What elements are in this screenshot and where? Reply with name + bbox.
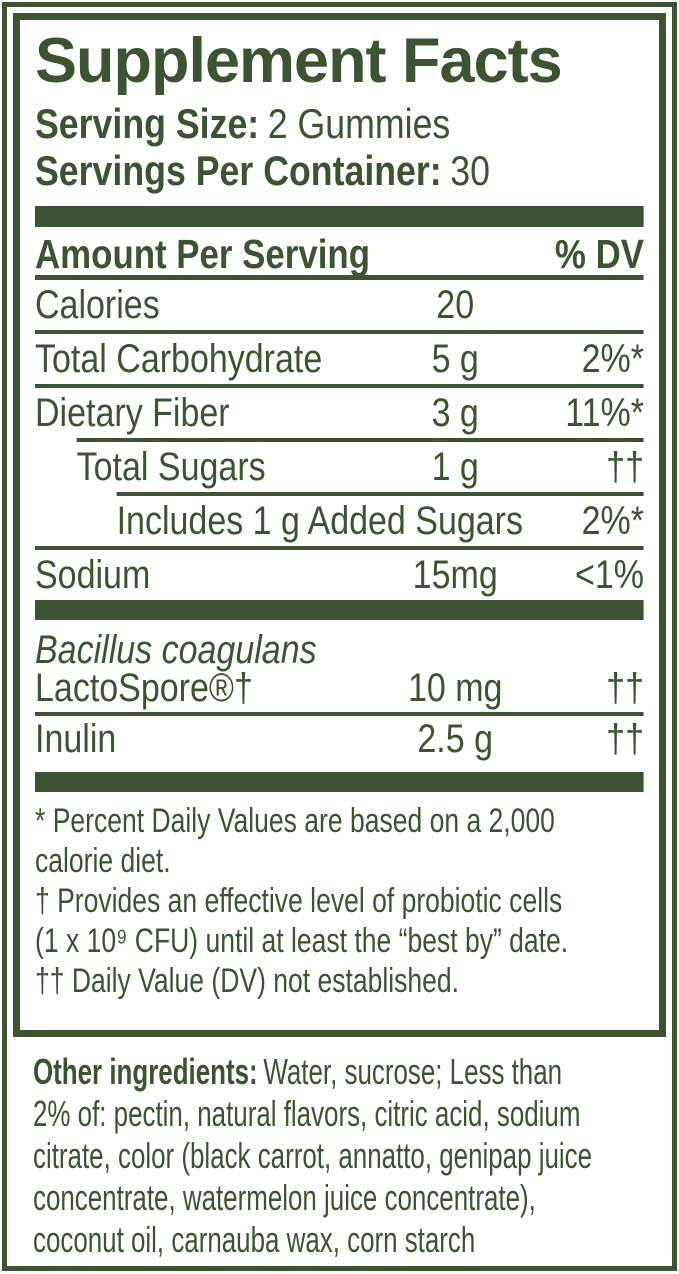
ingredient-species-name: Bacillus coagulans bbox=[35, 628, 317, 672]
table-row-dietary-fiber: Dietary Fiber 3 g 11%* bbox=[35, 388, 644, 438]
nutrient-dv: †† bbox=[606, 666, 645, 710]
footnote-probiotic-cells: † Provides an effective level of probiot… bbox=[35, 881, 644, 961]
table-row-total-sugars: Total Sugars 1 g †† bbox=[35, 442, 644, 492]
servings-per-container-value: 30 bbox=[450, 147, 490, 194]
table-header-row: Amount Per Serving % DV bbox=[35, 230, 645, 277]
nutrient-name: Sodium bbox=[35, 553, 151, 597]
section-divider-bar bbox=[35, 206, 645, 227]
header-underline bbox=[35, 275, 645, 280]
nutrient-amount: 3 g bbox=[431, 391, 479, 435]
footnote-text: †† Daily Value (DV) not established. bbox=[35, 962, 460, 1000]
footnote-daily-values: * Percent Daily Values are based on a 2,… bbox=[35, 801, 644, 881]
other-ingredients-line: citrate, color (black carrot, annatto, g… bbox=[33, 1135, 593, 1176]
nutrient-amount: 2.5 g bbox=[417, 717, 494, 761]
nutrient-name: LactoSpore®† bbox=[35, 666, 253, 710]
section-divider-bar bbox=[35, 600, 645, 620]
table-row-inulin: Inulin 2.5 g †† bbox=[35, 716, 644, 764]
nutrient-name: Dietary Fiber bbox=[35, 391, 230, 435]
percent-dv-header: % DV bbox=[554, 231, 645, 277]
nutrient-dv: 2%* bbox=[581, 499, 645, 543]
row-divider bbox=[35, 384, 645, 388]
other-ingredients-line: 2% of: pectin, natural flavors, citric a… bbox=[33, 1093, 581, 1134]
nutrient-name: Total Sugars bbox=[76, 445, 266, 489]
footnotes: * Percent Daily Values are based on a 2,… bbox=[35, 801, 644, 1001]
footnote-dv-not-established: †† Daily Value (DV) not established. bbox=[35, 961, 644, 1001]
nutrient-name: Calories bbox=[35, 283, 160, 327]
row-divider-indented bbox=[116, 492, 645, 496]
nutrient-name: Total Carbohydrate bbox=[35, 337, 323, 381]
other-ingredients-label: Other ingredients: bbox=[33, 1051, 258, 1092]
row-divider bbox=[35, 546, 645, 550]
table-row-added-sugars: Includes 1 g Added Sugars 2%* bbox=[35, 496, 644, 546]
other-ingredients-line: concentrate, watermelon juice concentrat… bbox=[33, 1177, 536, 1218]
panel-title: Supplement Facts bbox=[35, 26, 563, 96]
footnote-text: * Percent Daily Values are based on a 2,… bbox=[35, 802, 555, 840]
nutrient-dv: †† bbox=[606, 445, 645, 489]
nutrient-dv: 2%* bbox=[581, 337, 645, 381]
table-row-total-carbohydrate: Total Carbohydrate 5 g 2%* bbox=[35, 334, 644, 384]
serving-size-line: Serving Size: 2 Gummies bbox=[35, 100, 644, 147]
nutrient-amount: 15mg bbox=[412, 553, 498, 597]
nutrient-dv: †† bbox=[606, 717, 645, 761]
other-ingredients-line: coconut oil, carnauba wax, corn starch bbox=[33, 1219, 476, 1260]
amount-per-serving-header: Amount Per Serving bbox=[35, 231, 371, 277]
footnote-text: (1 x 10⁹ CFU) until at least the “best b… bbox=[35, 922, 569, 960]
servings-per-container-label: Servings Per Container: bbox=[35, 147, 442, 194]
footnote-text: calorie diet. bbox=[35, 842, 171, 880]
nutrient-amount: 20 bbox=[436, 283, 475, 327]
row-divider bbox=[35, 712, 645, 716]
other-ingredients-text: Water, sucrose; Less than bbox=[263, 1051, 563, 1092]
other-ingredients-section: Other ingredients: Water, sucrose; Less t… bbox=[7, 1043, 672, 1261]
other-ingredients-line: Other ingredients: Water, sucrose; Less t… bbox=[33, 1051, 660, 1093]
servings-per-container-line: Servings Per Container: 30 bbox=[35, 147, 644, 194]
serving-size-value: 2 Gummies bbox=[267, 100, 451, 147]
row-divider bbox=[35, 330, 645, 334]
table-row-sodium: Sodium 15mg <1% bbox=[35, 550, 644, 600]
table-row-lactospore: LactoSpore®† 10 mg †† bbox=[35, 668, 644, 712]
nutrient-dv: 11%* bbox=[565, 391, 645, 435]
row-divider-indented bbox=[76, 438, 645, 442]
nutrient-dv: <1% bbox=[575, 553, 645, 597]
nutrient-amount: 1 g bbox=[431, 445, 479, 489]
table-row-calories: Calories 20 bbox=[35, 280, 644, 330]
other-ingredients-content: Other ingredients: Water, sucrose; Less t… bbox=[33, 1051, 660, 1261]
nutrient-name: Inulin bbox=[35, 717, 117, 761]
nutrient-amount: 5 g bbox=[431, 337, 479, 381]
supplement-facts-panel: Supplement Facts Serving Size: 2 Gummies … bbox=[13, 13, 666, 1037]
nutrient-amount: 10 mg bbox=[407, 666, 503, 710]
nutrient-name: Includes 1 g Added Sugars bbox=[116, 499, 524, 543]
facts-main: Serving Size: 2 Gummies Servings Per Cont… bbox=[35, 100, 645, 792]
footnote-text: † Provides an effective level of probiot… bbox=[35, 882, 563, 920]
section-divider-bar bbox=[35, 772, 645, 792]
serving-size-label: Serving Size: bbox=[35, 100, 260, 147]
table-row-bacillus-species: Bacillus coagulans bbox=[35, 628, 644, 672]
